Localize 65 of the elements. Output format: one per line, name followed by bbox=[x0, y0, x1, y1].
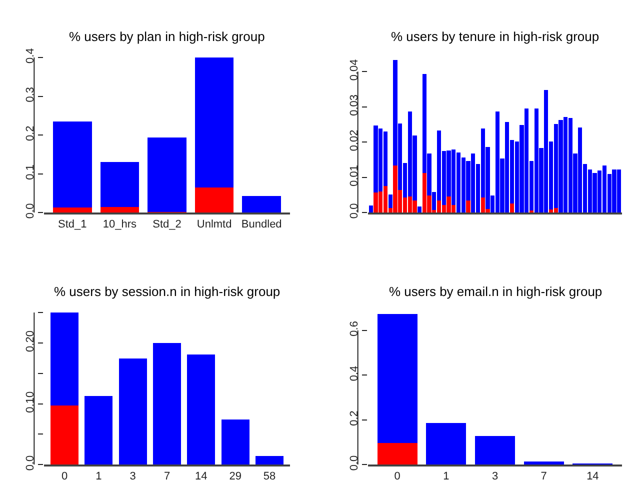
bar bbox=[50, 312, 79, 406]
x-tick-label: 7 bbox=[540, 470, 547, 483]
x-tick-label: Unlmtd bbox=[196, 218, 232, 231]
bar bbox=[529, 210, 534, 213]
y-tick-label: 0.0 bbox=[24, 203, 37, 219]
bar bbox=[510, 203, 514, 213]
x-tick-label: Std_2 bbox=[152, 218, 182, 231]
x-tick-label: Std_1 bbox=[58, 218, 87, 231]
bar bbox=[242, 196, 282, 213]
x-tick-label: 3 bbox=[492, 470, 498, 483]
chart-title: % users by session.n in high-risk group bbox=[54, 284, 280, 299]
bar bbox=[118, 358, 147, 465]
bar bbox=[194, 187, 234, 213]
x-tick-label: 3 bbox=[130, 470, 136, 483]
x-tick-label: Bundled bbox=[241, 218, 282, 231]
bar bbox=[100, 206, 140, 213]
x-tick-label: 1 bbox=[96, 470, 102, 483]
chart-title: % users by tenure in high-risk group bbox=[391, 29, 600, 44]
x-tick-label: 1 bbox=[443, 470, 450, 483]
bar bbox=[377, 314, 418, 443]
x-tick-label: 14 bbox=[195, 470, 208, 483]
bar bbox=[474, 436, 516, 465]
y-tick-label: 0.0 bbox=[348, 203, 361, 219]
x-tick-label: 0 bbox=[394, 470, 400, 483]
bar bbox=[255, 456, 284, 465]
chart-title: % users by email.n in high-risk group bbox=[389, 284, 602, 299]
x-tick-label: 29 bbox=[229, 470, 242, 483]
bar bbox=[84, 396, 113, 465]
y-tick-label: 0.6 bbox=[348, 321, 361, 336]
chart-title: % users by plan in high-risk group bbox=[69, 29, 265, 44]
bar bbox=[152, 342, 182, 465]
y-tick-label: 0.2 bbox=[348, 410, 361, 426]
x-tick-label: 0 bbox=[61, 470, 68, 483]
bar bbox=[524, 462, 564, 465]
bar bbox=[187, 354, 216, 465]
bar bbox=[100, 162, 140, 207]
y-tick-label: 0.0 bbox=[348, 455, 361, 471]
y-tick-label: 0.10 bbox=[24, 391, 37, 413]
bar bbox=[426, 423, 466, 465]
bar bbox=[50, 406, 79, 465]
bar bbox=[418, 206, 422, 213]
x-tick-label: 7 bbox=[164, 470, 170, 483]
y-tick-label: 0.02 bbox=[348, 130, 361, 152]
y-tick-label: 0.2 bbox=[24, 126, 37, 142]
y-tick-label: 0.03 bbox=[348, 94, 361, 116]
bar bbox=[221, 420, 250, 465]
bar bbox=[52, 208, 92, 213]
y-tick-label: 0.01 bbox=[348, 164, 361, 186]
bar bbox=[368, 206, 373, 213]
x-tick-label: 58 bbox=[263, 470, 276, 483]
y-tick-label: 0.4 bbox=[24, 48, 37, 64]
bar bbox=[388, 194, 392, 208]
bar bbox=[52, 121, 92, 208]
y-tick-label: 0.0 bbox=[24, 455, 37, 471]
bar bbox=[377, 442, 418, 465]
y-tick-label: 0.04 bbox=[348, 59, 361, 81]
x-tick-label: 14 bbox=[586, 470, 599, 483]
y-tick-label: 0.3 bbox=[24, 86, 37, 102]
y-tick-label: 0.1 bbox=[24, 164, 37, 180]
bar bbox=[148, 137, 186, 212]
y-tick-label: 0.4 bbox=[348, 366, 361, 382]
x-tick-label: 10_hrs bbox=[102, 218, 138, 231]
bar bbox=[194, 57, 234, 188]
bar bbox=[466, 200, 470, 213]
y-tick-label: 0.20 bbox=[24, 330, 37, 352]
